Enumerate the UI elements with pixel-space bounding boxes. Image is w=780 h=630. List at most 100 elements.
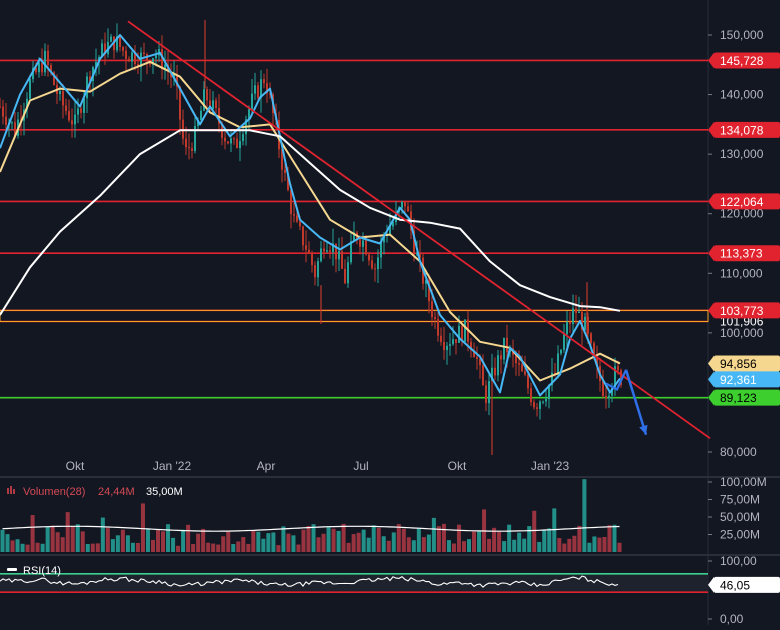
candle-body [440, 335, 442, 342]
candle-body [80, 108, 82, 113]
badge-label: 103,773 [720, 304, 764, 318]
volume-tick-label: 50,00M [720, 510, 760, 524]
volume-bar [537, 541, 542, 552]
candle-body [215, 100, 217, 108]
candle-body [455, 339, 457, 343]
volume-bar [336, 530, 341, 552]
rsi-legend[interactable]: RSI(14) [7, 565, 61, 577]
candle-body [104, 43, 106, 55]
rsi-value-label: 46,05 [720, 578, 750, 592]
volume-bar [527, 526, 532, 552]
candle-body [290, 189, 292, 215]
candle-body [308, 249, 310, 254]
candle-body [59, 91, 61, 95]
volume-ma-line [2, 525, 620, 532]
volume-bar [351, 534, 356, 552]
candle-body [596, 358, 598, 367]
badge-background [714, 389, 780, 406]
candle-body [77, 108, 79, 115]
candle-body [53, 72, 55, 85]
volume-bar [597, 537, 602, 552]
level-badge: 145,728 [708, 52, 780, 69]
volume-bar [371, 525, 376, 552]
candle-body [527, 374, 529, 389]
candle-body [68, 111, 70, 121]
candle-body [227, 141, 229, 144]
candle-body [470, 341, 472, 351]
candle-body [44, 50, 46, 73]
volume-bar [562, 543, 567, 552]
volume-bar [517, 532, 522, 552]
candle-body [26, 98, 28, 110]
time-tick-label: Jan '22 [153, 459, 192, 473]
price-badges: 101,906145,728134,078122,064113,373103,7… [708, 52, 780, 406]
volume-bar [191, 544, 196, 552]
volume-panel: 100,00M 75,00M 50,00M 25,00M [0, 475, 767, 552]
candle-body [542, 401, 544, 403]
badge-label: 94,856 [720, 357, 757, 371]
candle-body [479, 358, 481, 366]
candle-body [293, 214, 295, 216]
candle-body [548, 385, 550, 400]
candle-body [62, 91, 64, 106]
volume-bar [176, 545, 181, 552]
candle-body [344, 268, 346, 284]
volume-bar [221, 536, 226, 552]
volume-bar [236, 541, 241, 552]
volume-bar [346, 542, 351, 552]
volume-bar [401, 528, 406, 552]
volume-bar [406, 537, 411, 552]
badge-pointer [708, 245, 714, 262]
candle-body [425, 280, 427, 284]
candle-body [620, 370, 622, 385]
candle-body [368, 254, 370, 261]
candle-body [341, 251, 343, 269]
volume-bar [572, 535, 577, 552]
volume-bar [557, 537, 562, 552]
candle-body [326, 250, 328, 252]
candle-body [197, 120, 199, 127]
candle-body [401, 201, 403, 208]
volume-bar [426, 534, 431, 552]
volume-bar [296, 544, 301, 552]
candle-body [194, 126, 196, 151]
volume-bar [80, 531, 85, 552]
candle-body [164, 64, 166, 70]
candle-body [248, 109, 250, 120]
volume-bar [171, 537, 176, 552]
volume-bar [10, 540, 15, 552]
badge-pointer [708, 52, 714, 69]
candle-body [515, 354, 517, 364]
forecast-arrow [624, 369, 648, 436]
candle-body [296, 215, 298, 222]
badge-pointer [708, 355, 714, 372]
candle-body [476, 357, 478, 359]
candle-body [41, 62, 43, 73]
ma-badge: 92,361 [708, 371, 780, 388]
candle-body [260, 79, 262, 98]
volume-bar [456, 524, 461, 552]
candle-body [11, 122, 13, 124]
candle-body [608, 395, 610, 399]
candle-body [251, 93, 253, 110]
badge-background [714, 371, 780, 388]
volume-bar [246, 543, 251, 552]
bar-chart-icon [7, 486, 15, 494]
time-tick-label: Okt [448, 459, 467, 473]
volume-bar [211, 543, 216, 552]
volume-bar [115, 535, 120, 552]
candle-body [416, 252, 418, 255]
candle-body [320, 248, 322, 262]
rsi-indicator-name: RSI(14) [23, 565, 61, 577]
rsi-panel: 100,00 0,00 46,05 [0, 554, 780, 626]
volume-legend[interactable]: Volumen(28) 24,44M 35,00M [7, 486, 183, 498]
rsi-badge-pointer [708, 576, 714, 593]
volume-bar [125, 535, 130, 552]
volume-bar [477, 531, 482, 552]
candle-body [287, 172, 289, 190]
candle-body [413, 230, 415, 255]
volume-bar [90, 543, 95, 552]
volume-bar [55, 532, 60, 552]
candle-body [35, 67, 37, 73]
volume-bar [451, 543, 456, 552]
